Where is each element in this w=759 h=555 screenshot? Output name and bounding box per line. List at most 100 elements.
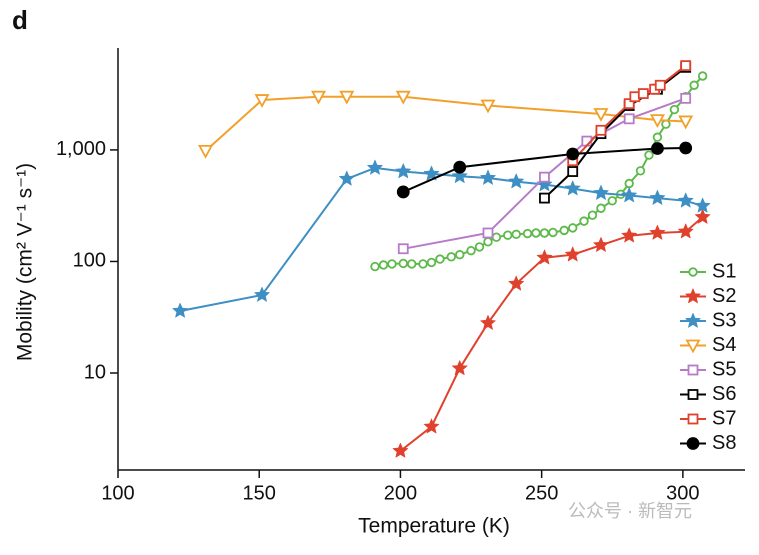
marker	[687, 364, 699, 376]
y-tick-label: 10	[84, 361, 106, 383]
marker	[455, 249, 465, 260]
marker	[407, 259, 417, 269]
marker	[685, 339, 701, 354]
marker	[491, 232, 502, 242]
marker	[592, 184, 610, 201]
marker	[451, 359, 469, 376]
marker	[592, 236, 610, 253]
marker	[568, 223, 578, 233]
marker	[453, 160, 467, 174]
marker	[677, 223, 694, 239]
marker	[649, 224, 666, 241]
marker	[623, 98, 635, 110]
marker	[171, 302, 189, 318]
marker	[689, 80, 699, 90]
marker	[649, 114, 665, 129]
marker	[451, 167, 469, 184]
marker	[536, 249, 553, 265]
marker	[446, 252, 456, 262]
marker	[482, 227, 494, 239]
x-tick-label: 100	[101, 482, 134, 504]
marker	[511, 229, 521, 240]
marker	[624, 178, 634, 189]
marker	[559, 225, 569, 236]
marker	[418, 259, 428, 269]
marker	[426, 257, 437, 268]
marker	[397, 243, 409, 255]
marker	[678, 115, 694, 130]
marker	[394, 162, 412, 179]
marker	[567, 166, 579, 177]
legend-label: S7	[712, 407, 736, 429]
marker	[539, 228, 550, 238]
marker	[620, 186, 638, 203]
marker	[686, 437, 700, 450]
marker	[644, 150, 654, 160]
marker	[687, 389, 699, 400]
x-tick-label: 300	[666, 482, 699, 504]
marker	[694, 197, 711, 213]
marker	[539, 192, 550, 204]
series-line	[179, 166, 703, 312]
marker	[680, 92, 692, 104]
marker	[531, 228, 541, 238]
legend-label: S3	[712, 309, 736, 331]
marker	[398, 258, 408, 269]
marker	[684, 287, 702, 304]
marker	[593, 108, 609, 122]
marker	[539, 171, 550, 183]
marker	[423, 165, 440, 181]
marker	[679, 141, 693, 155]
marker	[548, 227, 558, 238]
marker	[566, 147, 580, 161]
series-line	[403, 97, 687, 250]
marker	[623, 113, 635, 125]
y-tick-label: 1,000	[56, 138, 106, 160]
marker	[474, 242, 485, 252]
marker	[649, 189, 666, 206]
marker	[677, 192, 694, 208]
marker	[522, 228, 533, 239]
marker	[395, 90, 411, 105]
panel-label: d	[12, 5, 28, 35]
x-axis-label: Temperature (K)	[358, 515, 510, 538]
marker	[635, 166, 646, 176]
marker	[669, 104, 680, 115]
marker	[338, 170, 356, 186]
marker	[579, 216, 589, 226]
series-line	[204, 95, 686, 152]
marker	[697, 71, 708, 81]
marker	[370, 261, 380, 272]
marker	[503, 230, 513, 240]
marker	[684, 312, 702, 329]
marker	[479, 314, 497, 331]
marker	[387, 259, 397, 269]
marker	[339, 90, 355, 105]
marker	[392, 442, 409, 458]
marker	[688, 267, 698, 277]
marker	[254, 94, 270, 108]
marker	[564, 179, 581, 196]
marker	[479, 169, 497, 186]
marker	[637, 88, 649, 99]
marker	[587, 210, 598, 220]
marker	[483, 237, 493, 247]
marker	[507, 275, 525, 291]
marker	[607, 196, 617, 206]
marker	[652, 132, 663, 142]
legend-label: S8	[712, 432, 736, 454]
marker	[620, 227, 638, 243]
marker	[366, 159, 384, 175]
marker	[396, 185, 410, 199]
legend-label: S5	[712, 358, 736, 380]
marker	[378, 260, 389, 270]
marker	[694, 208, 711, 225]
y-axis-label: Mobility (cm² V⁻¹ s⁻¹)	[14, 163, 37, 361]
marker	[680, 60, 692, 72]
watermark: 公众号 · 新智元	[568, 501, 692, 521]
marker	[596, 203, 606, 213]
x-tick-label: 250	[525, 482, 558, 504]
marker	[687, 413, 699, 425]
legend-label: S2	[712, 285, 736, 307]
